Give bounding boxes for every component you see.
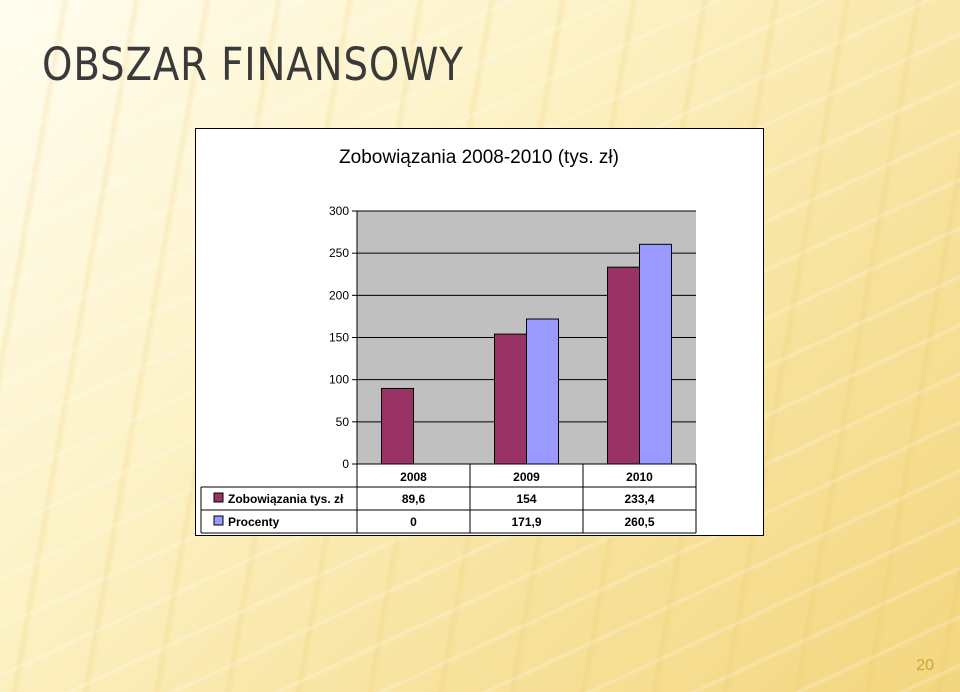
chart-title: Zobowiązania 2008-2010 (tys. zł) bbox=[339, 147, 619, 168]
x-category-label: 2010 bbox=[626, 470, 653, 484]
x-category-label: 2009 bbox=[513, 470, 540, 484]
y-tick-label: 200 bbox=[329, 288, 349, 302]
y-tick-label: 150 bbox=[329, 331, 349, 345]
data-label: 154 bbox=[516, 492, 536, 506]
y-tick-label: 50 bbox=[336, 415, 350, 429]
legend-label: Procenty bbox=[228, 515, 280, 529]
legend-label: Zobowiązania tys. zł bbox=[228, 492, 344, 506]
x-category-label: 2008 bbox=[400, 470, 427, 484]
bar bbox=[607, 266, 640, 465]
data-label: 233,4 bbox=[624, 492, 654, 506]
bar-chart: Zobowiązania 2008-2010 (tys. zł) 0 50 100 1… bbox=[200, 147, 697, 534]
page-number: 20 bbox=[916, 657, 934, 674]
chart-container: Zobowiązania 2008-2010 (tys. zł) 0 50 100 1… bbox=[195, 128, 764, 536]
bar bbox=[381, 387, 414, 465]
slide-title: OBSZAR FINANSOWY bbox=[42, 38, 464, 91]
y-tick-label: 300 bbox=[329, 204, 349, 218]
legend-swatch bbox=[213, 492, 224, 503]
y-tick-label: 0 bbox=[342, 457, 349, 471]
bar bbox=[639, 243, 672, 465]
legend-swatch bbox=[213, 515, 224, 526]
bar bbox=[526, 318, 559, 465]
y-tick-label: 250 bbox=[329, 246, 349, 260]
data-label: 260,5 bbox=[624, 515, 654, 529]
data-label: 0 bbox=[410, 515, 417, 529]
y-tick-label: 100 bbox=[329, 373, 349, 387]
data-label: 171,9 bbox=[511, 515, 541, 529]
data-label: 89,6 bbox=[402, 492, 426, 506]
bar bbox=[494, 333, 527, 465]
